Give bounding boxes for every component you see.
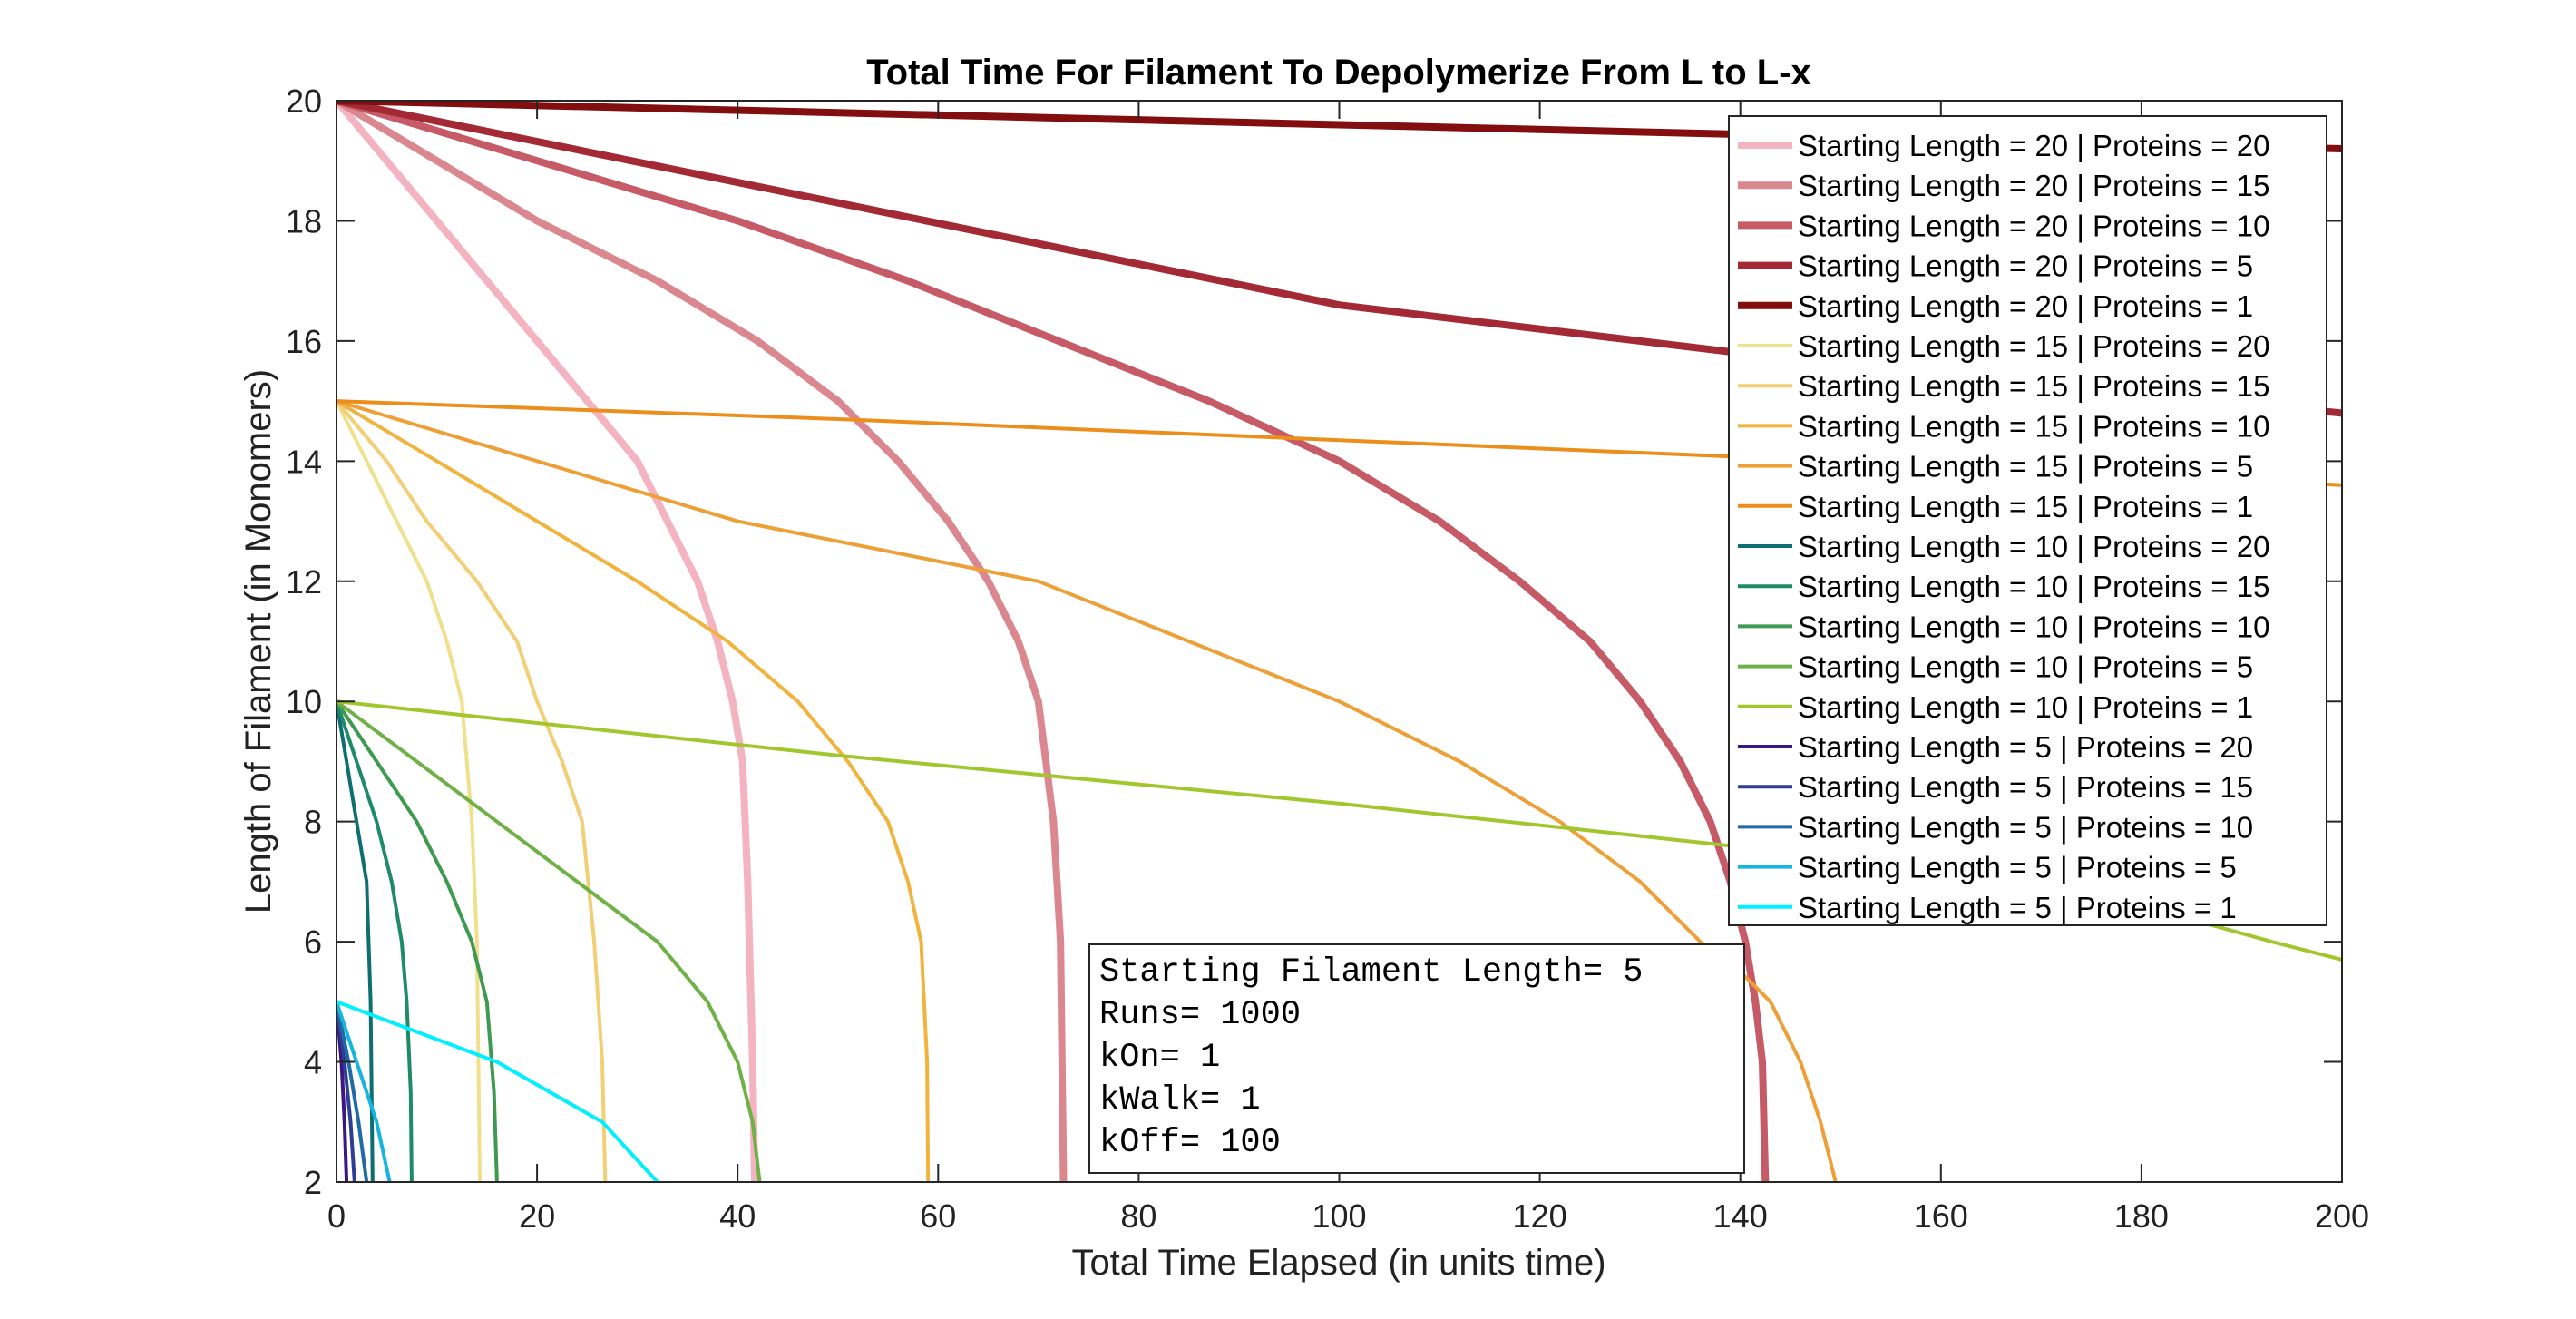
legend-label: Starting Length = 15 | Proteins = 10 [1798, 409, 2269, 443]
x-tick-label: 20 [519, 1197, 555, 1235]
legend-label: Starting Length = 10 | Proteins = 1 [1798, 690, 2253, 724]
y-axis-label: Length of Filament (in Monomers) [239, 369, 278, 914]
series-line-17 [337, 1000, 356, 1182]
legend-label: Starting Length = 5 | Proteins = 20 [1798, 730, 2253, 764]
x-tick-label: 140 [1713, 1197, 1768, 1235]
legend: Starting Length = 20 | Proteins = 20 Star… [1728, 115, 2327, 926]
chart-title: Total Time For Filament To Depolymerize … [866, 53, 1811, 93]
y-tick-label: 18 [286, 202, 322, 239]
axis-ticks: 0 20 40 60 80 100 120 140 160 180 200 2 4 6 8 10 12 14 16 1… [286, 83, 2369, 1235]
series-line-11 [337, 699, 375, 1182]
y-tick-label: 2 [304, 1164, 322, 1201]
legend-label: Starting Length = 10 | Proteins = 20 [1798, 530, 2269, 563]
legend-label: Starting Length = 10 | Proteins = 5 [1798, 650, 2253, 684]
series-line-12 [337, 699, 414, 1182]
x-tick-label: 0 [327, 1197, 346, 1235]
x-tick-label: 80 [1120, 1197, 1156, 1235]
annotation-line-4: kWalk= 1 [1099, 1081, 1261, 1119]
legend-label: Starting Length = 15 | Proteins = 1 [1798, 490, 2253, 523]
legend-label: Starting Length = 20 | Proteins = 1 [1798, 289, 2253, 323]
legend-label: Starting Length = 5 | Proteins = 5 [1798, 851, 2237, 884]
y-tick-label: 16 [286, 323, 322, 360]
legend-label: Starting Length = 20 | Proteins = 20 [1798, 129, 2269, 162]
legend-label: Starting Length = 15 | Proteins = 5 [1798, 450, 2253, 484]
series-line-8 [337, 399, 931, 1182]
series-line-1 [337, 101, 758, 1182]
legend-label: Starting Length = 15 | Proteins = 15 [1798, 369, 2269, 403]
series-line-20 [337, 1000, 659, 1182]
legend-label: Starting Length = 5 | Proteins = 1 [1798, 891, 2237, 924]
y-tick-label: 6 [304, 923, 322, 961]
y-tick-label: 20 [286, 83, 322, 120]
series-line-3 [337, 101, 1770, 1182]
series-line-7 [337, 399, 608, 1182]
series-line-9 [337, 399, 1838, 1182]
legend-label: Starting Length = 5 | Proteins = 15 [1798, 770, 2253, 804]
annotation-line-2: Runs= 1000 [1099, 996, 1301, 1034]
annotation-box: Starting Filament Length= 5 Runs= 1000 k… [1088, 943, 1745, 1174]
y-tick-label: 4 [304, 1044, 322, 1081]
series-line-19 [337, 1000, 392, 1182]
x-tick-label: 160 [1914, 1197, 1968, 1235]
legend-frame [1728, 115, 2327, 926]
series-line-2 [337, 101, 1068, 1182]
x-tick-label: 100 [1312, 1197, 1366, 1235]
legend-label: Starting Length = 10 | Proteins = 15 [1798, 570, 2269, 603]
x-tick-label: 200 [2315, 1197, 2369, 1235]
annotation-line-3: kOn= 1 [1099, 1039, 1220, 1077]
legend-label: Starting Length = 20 | Proteins = 10 [1798, 209, 2269, 242]
y-tick-label: 10 [286, 683, 322, 720]
series-line-14 [337, 699, 762, 1182]
x-axis-label: Total Time Elapsed (in units time) [1071, 1243, 1605, 1283]
series-line-6 [337, 399, 483, 1182]
x-tick-label: 120 [1513, 1197, 1567, 1235]
y-tick-label: 12 [286, 563, 322, 601]
series-line-18 [337, 1000, 369, 1182]
x-tick-label: 40 [719, 1197, 756, 1235]
annotation-frame [1088, 943, 1745, 1174]
legend-label: Starting Length = 20 | Proteins = 5 [1798, 249, 2253, 283]
x-tick-label: 60 [920, 1197, 956, 1235]
series-line-13 [337, 699, 499, 1182]
annotation-line-1: Starting Filament Length= 5 [1099, 953, 1644, 992]
y-tick-label: 14 [286, 443, 322, 480]
y-tick-label: 8 [304, 804, 322, 841]
legend-label: Starting Length = 5 | Proteins = 10 [1798, 810, 2253, 844]
annotation-line-5: kOff= 100 [1099, 1124, 1281, 1162]
legend-label: Starting Length = 10 | Proteins = 10 [1798, 610, 2269, 643]
legend-label: Starting Length = 20 | Proteins = 15 [1798, 169, 2269, 202]
legend-label: Starting Length = 15 | Proteins = 20 [1798, 329, 2269, 363]
x-tick-label: 180 [2114, 1197, 2169, 1235]
